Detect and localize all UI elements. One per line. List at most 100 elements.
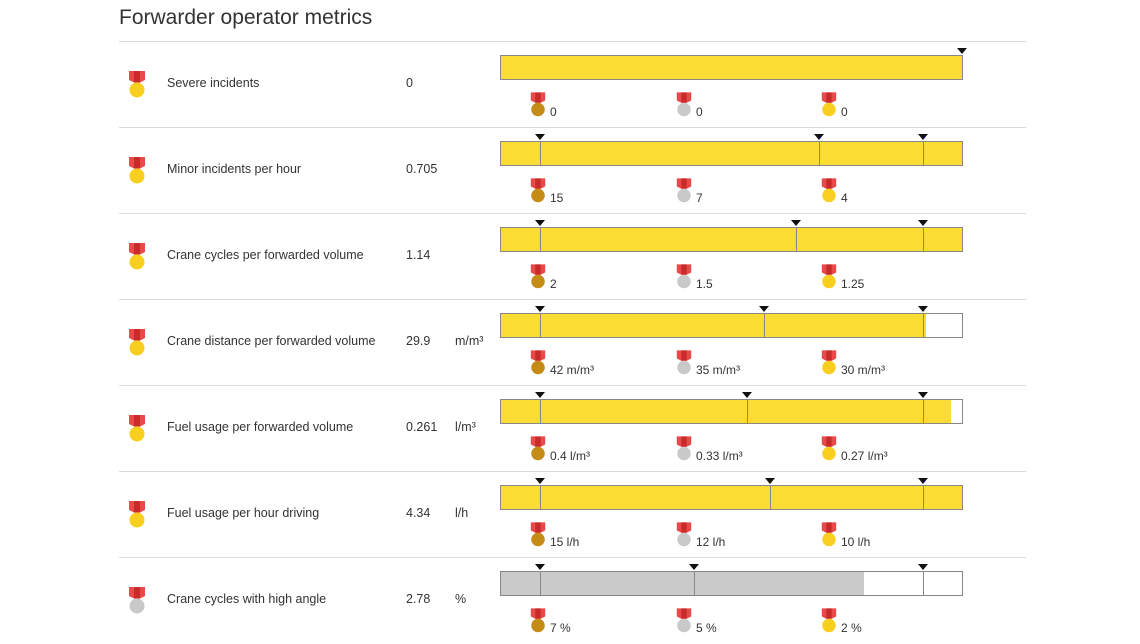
threshold-line [923, 228, 924, 251]
metric-name: Minor incidents per hour [167, 162, 302, 176]
progress-fill [501, 486, 962, 509]
gold-medal-icon [820, 264, 838, 290]
metric-name: Crane cycles per forwarded volume [167, 248, 364, 262]
metric-name: Fuel usage per hour driving [167, 506, 320, 520]
threshold-label: 42 m/m³ [550, 363, 595, 377]
bronze-medal-icon [529, 608, 547, 634]
threshold-line [540, 400, 541, 423]
threshold-marker-icon [918, 306, 928, 312]
threshold-line [923, 400, 924, 423]
threshold-label: 7 % [550, 621, 571, 635]
progress-fill [501, 142, 962, 165]
gold-medal-icon [820, 436, 838, 462]
threshold-line [540, 486, 541, 509]
threshold-label: 0 [841, 105, 848, 119]
gold-medal-icon [127, 415, 147, 443]
threshold-marker-icon [535, 220, 545, 226]
silver-medal-icon [675, 436, 693, 462]
gold-medal-icon [820, 608, 838, 634]
threshold-line [923, 142, 924, 165]
threshold-label: 1.25 [841, 277, 865, 291]
progress-fill [501, 228, 962, 251]
progress-bar [500, 220, 963, 252]
metric-name: Crane cycles with high angle [167, 592, 327, 606]
threshold-marker-icon [791, 220, 801, 226]
metric-value: 0 [406, 76, 413, 90]
threshold-marker-icon [689, 564, 699, 570]
bronze-medal-icon [529, 178, 547, 204]
threshold-label: 0.27 l/m³ [841, 449, 888, 463]
metric-unit: m/m³ [455, 334, 484, 348]
gold-medal-icon [127, 329, 147, 357]
threshold-label: 1.5 [696, 277, 713, 291]
silver-medal-icon [675, 264, 693, 290]
gold-medal-icon [820, 522, 838, 548]
threshold-marker-icon [918, 478, 928, 484]
metric-value: 0.261 [406, 420, 438, 434]
gold-medal-icon [127, 501, 147, 529]
threshold-label: 35 m/m³ [696, 363, 741, 377]
threshold-marker-icon [918, 392, 928, 398]
threshold-label: 15 l/h [550, 535, 580, 549]
gold-medal-icon [127, 71, 147, 99]
threshold-label: 0 [550, 105, 557, 119]
metric-name: Crane distance per forwarded volume [167, 334, 376, 348]
threshold-label: 4 [841, 191, 848, 205]
threshold-label: 2 % [841, 621, 862, 635]
threshold-label: 0.4 l/m³ [550, 449, 591, 463]
progress-bar [500, 134, 963, 166]
progress-fill [501, 56, 962, 79]
threshold-marker-icon [535, 478, 545, 484]
threshold-marker-icon [535, 564, 545, 570]
metric-value: 1.14 [406, 248, 431, 262]
threshold-label: 10 l/h [841, 535, 871, 549]
progress-bar [500, 306, 963, 338]
threshold-label: 0 [696, 105, 703, 119]
metric-unit: % [455, 592, 467, 606]
bronze-medal-icon [529, 264, 547, 290]
page-title: Forwarder operator metrics [119, 6, 373, 29]
threshold-marker-icon [957, 48, 967, 54]
threshold-marker-icon [759, 306, 769, 312]
gold-medal-icon [820, 350, 838, 376]
metric-unit: l/h [455, 506, 469, 520]
threshold-marker-icon [535, 134, 545, 140]
threshold-line [923, 314, 924, 337]
threshold-line [764, 314, 765, 337]
metric-name: Severe incidents [167, 76, 260, 90]
threshold-label: 30 m/m³ [841, 363, 886, 377]
threshold-marker-icon [918, 220, 928, 226]
threshold-label: 5 % [696, 621, 717, 635]
threshold-line [796, 228, 797, 251]
threshold-marker-icon [814, 134, 824, 140]
metric-value: 0.705 [406, 162, 438, 176]
threshold-label: 0.33 l/m³ [696, 449, 743, 463]
threshold-line [923, 572, 924, 595]
silver-medal-icon [127, 587, 147, 615]
silver-medal-icon [675, 350, 693, 376]
threshold-marker-icon [918, 564, 928, 570]
progress-bar [500, 478, 963, 510]
threshold-marker-icon [765, 478, 775, 484]
threshold-line [770, 486, 771, 509]
silver-medal-icon [675, 92, 693, 118]
threshold-line [747, 400, 748, 423]
metric-row: Fuel usage per hour driving 4.34 l/h 15 l/h… [119, 472, 1026, 558]
metric-unit: l/m³ [455, 420, 476, 434]
threshold-marker-icon [535, 392, 545, 398]
metric-row: Fuel usage per forwarded volume 0.261 l/m³… [119, 386, 1026, 472]
metric-row: Minor incidents per hour 0.705 15 7 4 [119, 128, 1026, 214]
threshold-marker-icon [918, 134, 928, 140]
metric-row: Crane cycles per forwarded volume 1.14 2 1.… [119, 214, 1026, 300]
threshold-line [540, 314, 541, 337]
metric-value: 2.78 [406, 592, 431, 606]
progress-bar [500, 392, 963, 424]
threshold-marker-icon [742, 392, 752, 398]
threshold-line [819, 142, 820, 165]
progress-bar [500, 48, 967, 80]
bronze-medal-icon [529, 350, 547, 376]
threshold-label: 12 l/h [696, 535, 726, 549]
metric-row: Crane cycles with high angle 2.78% 7 % 5 % 2… [119, 558, 1026, 644]
silver-medal-icon [675, 608, 693, 634]
metric-row: Crane distance per forwarded volume 29.9 m… [119, 300, 1026, 386]
